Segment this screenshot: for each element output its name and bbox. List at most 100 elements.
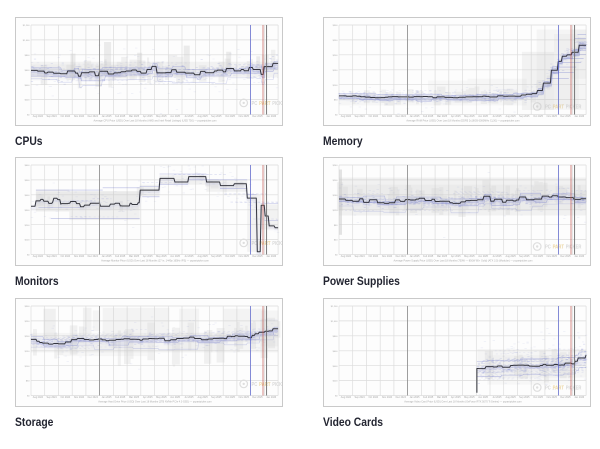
svg-text:Jan 2026: Jan 2026 xyxy=(266,115,277,118)
svg-text:$0: $0 xyxy=(27,255,30,257)
svg-text:PART: PART xyxy=(259,101,271,107)
svg-text:Aug 2024: Aug 2024 xyxy=(33,255,44,258)
svg-text:Aug 2024: Aug 2024 xyxy=(33,115,44,118)
svg-text:$400: $400 xyxy=(25,85,31,87)
svg-text:May 2025: May 2025 xyxy=(464,255,475,258)
svg-text:Aug 2025: Aug 2025 xyxy=(197,255,208,258)
svg-text:Jan 2026: Jan 2026 xyxy=(574,115,585,118)
svg-text:Oct 2025: Oct 2025 xyxy=(225,255,235,258)
svg-text:PICKER: PICKER xyxy=(272,241,282,247)
svg-text:May 2025: May 2025 xyxy=(156,115,167,118)
svg-text:Oct 2024: Oct 2024 xyxy=(368,396,378,399)
svg-text:$0: $0 xyxy=(27,115,30,117)
svg-text:Oct 2024: Oct 2024 xyxy=(368,255,378,258)
svg-text:Sep 2024: Sep 2024 xyxy=(46,115,57,118)
svg-text:Feb 2025: Feb 2025 xyxy=(115,255,126,258)
svg-text:Oct 2025: Oct 2025 xyxy=(533,396,543,399)
svg-text:Jun 2025: Jun 2025 xyxy=(170,115,181,118)
svg-text:PC: PC xyxy=(545,245,551,251)
svg-text:$200: $200 xyxy=(333,180,339,182)
svg-text:$1,000: $1,000 xyxy=(331,321,338,323)
svg-text:Sep 2025: Sep 2025 xyxy=(519,115,530,118)
svg-text:Mar 2025: Mar 2025 xyxy=(437,255,448,258)
svg-text:Nov 2024: Nov 2024 xyxy=(74,115,85,118)
svg-text:Mar 2025: Mar 2025 xyxy=(437,115,448,118)
svg-text:Nov 2024: Nov 2024 xyxy=(382,255,393,258)
svg-text:Aug 2024: Aug 2024 xyxy=(341,255,352,258)
svg-text:Aug 2025: Aug 2025 xyxy=(197,115,208,118)
svg-text:Jan 2026: Jan 2026 xyxy=(574,255,585,258)
svg-text:Jun 2025: Jun 2025 xyxy=(170,255,181,258)
svg-text:May 2025: May 2025 xyxy=(464,396,475,399)
svg-text:Jan 2025: Jan 2025 xyxy=(410,255,421,258)
svg-text:$300: $300 xyxy=(25,210,31,212)
svg-text:Dec 2024: Dec 2024 xyxy=(396,396,407,399)
svg-text:Nov 2025: Nov 2025 xyxy=(239,396,250,399)
svg-text:PC: PC xyxy=(252,101,258,107)
svg-text:Nov 2025: Nov 2025 xyxy=(239,255,250,258)
svg-text:PICKER: PICKER xyxy=(566,105,582,111)
svg-text:Average Power Supply Price (US: Average Power Supply Price (USD) Over La… xyxy=(394,259,533,262)
svg-text:Sep 2024: Sep 2024 xyxy=(354,115,365,118)
svg-text:$250: $250 xyxy=(333,40,339,42)
svg-text:Jan 2026: Jan 2026 xyxy=(266,396,277,399)
svg-text:Apr 2025: Apr 2025 xyxy=(451,396,461,399)
svg-text:$150: $150 xyxy=(333,70,339,72)
svg-text:$0: $0 xyxy=(335,396,338,398)
svg-text:Sep 2024: Sep 2024 xyxy=(354,255,365,258)
svg-text:Apr 2025: Apr 2025 xyxy=(451,115,461,118)
svg-text:May 2025: May 2025 xyxy=(156,255,167,258)
svg-text:$200: $200 xyxy=(333,381,339,383)
svg-text:$100: $100 xyxy=(333,85,339,87)
svg-text:$1,200: $1,200 xyxy=(331,306,338,308)
svg-text:Jul 2025: Jul 2025 xyxy=(184,115,194,118)
svg-text:$300: $300 xyxy=(25,306,31,308)
svg-text:Oct 2025: Oct 2025 xyxy=(225,115,235,118)
svg-text:Aug 2024: Aug 2024 xyxy=(33,396,44,399)
svg-text:Sep 2025: Sep 2025 xyxy=(211,255,222,258)
svg-text:Oct 2024: Oct 2024 xyxy=(60,115,70,118)
svg-text:$240: $240 xyxy=(333,165,339,167)
svg-text:Jan 2025: Jan 2025 xyxy=(102,115,113,118)
svg-text:$200: $200 xyxy=(333,55,339,57)
svg-text:Average Video Card Price (USD): Average Video Card Price (USD) Over Last… xyxy=(404,400,522,403)
svg-text:Mar 2025: Mar 2025 xyxy=(129,115,140,118)
svg-text:$0: $0 xyxy=(335,115,338,117)
svg-text:PICKER: PICKER xyxy=(566,386,582,392)
svg-text:Jul 2025: Jul 2025 xyxy=(492,396,502,399)
svg-text:Oct 2025: Oct 2025 xyxy=(533,255,543,258)
svg-text:Jun 2025: Jun 2025 xyxy=(478,396,489,399)
svg-text:Aug 2025: Aug 2025 xyxy=(505,396,516,399)
svg-text:Jan 2025: Jan 2025 xyxy=(410,115,421,118)
svg-text:May 2025: May 2025 xyxy=(464,115,475,118)
svg-text:Dec 2025: Dec 2025 xyxy=(560,115,571,118)
svg-text:$0: $0 xyxy=(27,396,30,398)
svg-text:$300: $300 xyxy=(333,25,339,27)
svg-text:$600: $600 xyxy=(25,70,31,72)
svg-text:Oct 2025: Oct 2025 xyxy=(225,396,235,399)
svg-text:Jan 2025: Jan 2025 xyxy=(102,255,113,258)
svg-text:Nov 2025: Nov 2025 xyxy=(547,115,558,118)
svg-text:Jan 2025: Jan 2025 xyxy=(102,396,113,399)
svg-text:Feb 2025: Feb 2025 xyxy=(115,396,126,399)
svg-text:PICKER: PICKER xyxy=(566,245,582,251)
svg-text:Oct 2024: Oct 2024 xyxy=(368,115,378,118)
svg-text:PC: PC xyxy=(545,386,551,392)
svg-text:Nov 2025: Nov 2025 xyxy=(547,255,558,258)
svg-text:Dec 2025: Dec 2025 xyxy=(560,396,571,399)
svg-text:PC: PC xyxy=(545,105,551,111)
svg-text:Aug 2024: Aug 2024 xyxy=(341,115,352,118)
svg-text:Nov 2024: Nov 2024 xyxy=(382,396,393,399)
svg-text:Nov 2025: Nov 2025 xyxy=(239,115,250,118)
svg-text:$0: $0 xyxy=(335,255,338,257)
svg-text:Dec 2025: Dec 2025 xyxy=(252,115,263,118)
svg-text:Dec 2025: Dec 2025 xyxy=(252,396,263,399)
svg-text:PART: PART xyxy=(259,382,271,388)
svg-text:Nov 2025: Nov 2025 xyxy=(547,396,558,399)
svg-text:Jan 2026: Jan 2026 xyxy=(266,255,277,258)
svg-text:Jan 2025: Jan 2025 xyxy=(410,396,421,399)
svg-text:Average CPU Price (USD) Over L: Average CPU Price (USD) Over Last 18 Mon… xyxy=(94,119,217,122)
svg-text:Dec 2024: Dec 2024 xyxy=(88,396,99,399)
svg-text:$100: $100 xyxy=(25,240,31,242)
svg-text:$160: $160 xyxy=(333,195,339,197)
